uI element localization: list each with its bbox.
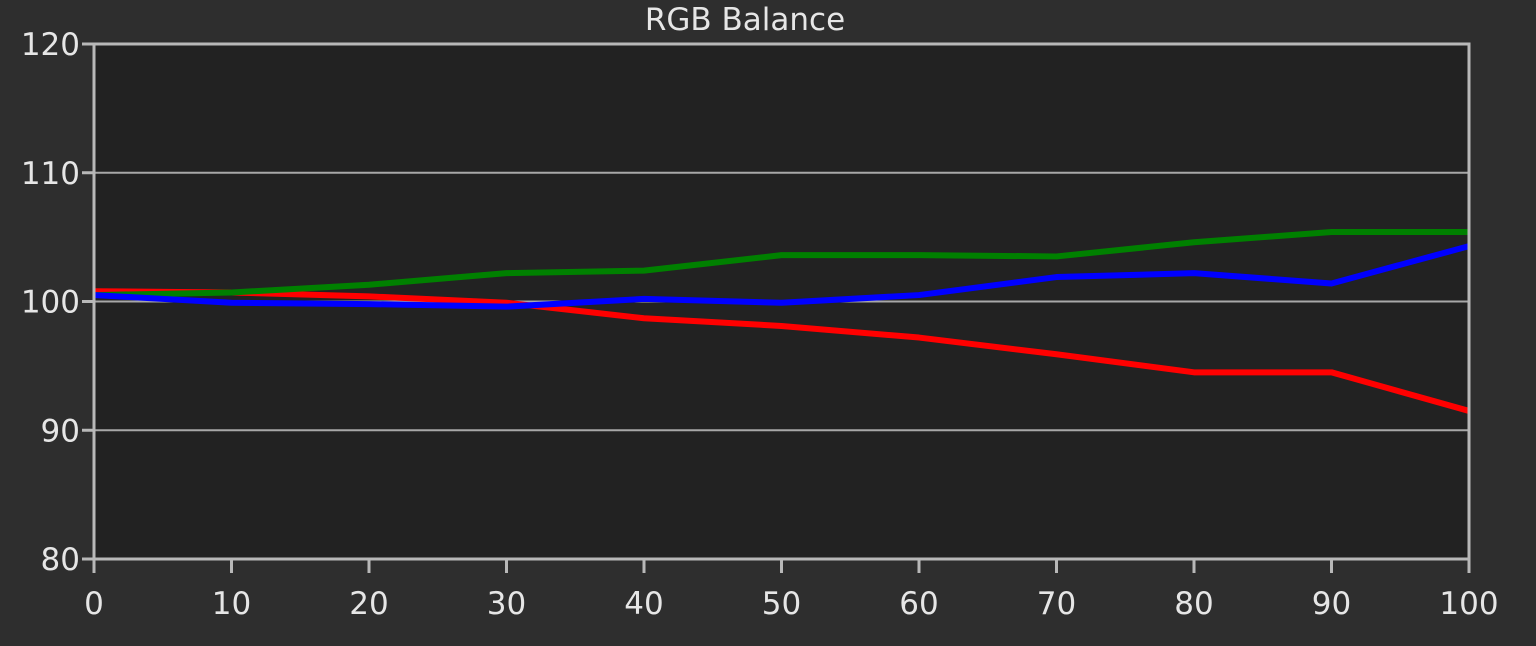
x-tick-label: 20: [349, 586, 388, 622]
series-line-2: [93, 243, 1470, 310]
x-tick-label: 90: [1312, 586, 1351, 622]
y-tick-label: 110: [21, 156, 80, 192]
y-tick-label: 80: [41, 542, 80, 578]
series-line-1: [93, 228, 1469, 299]
series-line-0: [93, 288, 1470, 414]
x-tick-label: 60: [899, 586, 938, 622]
y-tick-label: 120: [21, 27, 80, 63]
x-tick-label: 70: [1037, 586, 1076, 622]
y-tick-label: 100: [21, 285, 80, 321]
x-tick-label: 100: [1439, 586, 1498, 622]
x-tick-label: 0: [84, 586, 104, 622]
x-tick-label: 50: [762, 586, 801, 622]
x-tick-label: 10: [212, 586, 251, 622]
y-tick-label: 90: [41, 413, 80, 449]
x-tick-label: 30: [487, 586, 526, 622]
chart-title: RGB Balance: [645, 2, 845, 38]
x-tick-label: 40: [624, 586, 663, 622]
x-tick-label: 80: [1174, 586, 1213, 622]
